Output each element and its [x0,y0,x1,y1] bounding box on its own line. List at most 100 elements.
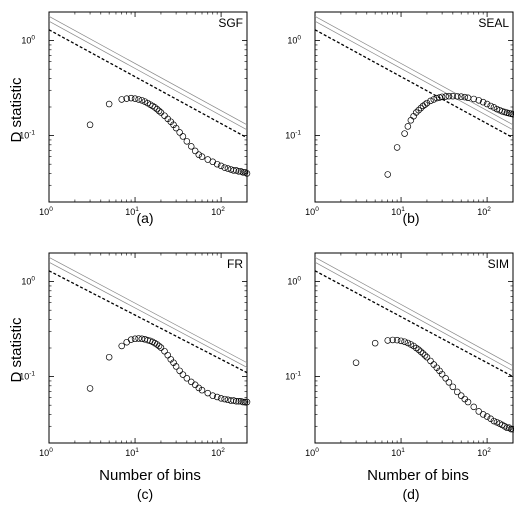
data-point [438,93,446,101]
x-tick-label: 100 [39,206,53,217]
x-axis-label-right: Number of bins [367,467,469,484]
data-point [479,98,487,106]
data-point [239,398,247,406]
y-tick-exponent: 0 [297,35,301,42]
reference-line-upper-gray [49,16,247,126]
data-point [423,99,431,107]
x-tick-label: 101 [125,206,139,217]
data-point [118,96,125,103]
data-point [419,350,427,357]
y-tick-exponent: 0 [31,276,35,283]
data-point [393,144,401,151]
data-point [155,107,163,115]
x-tick-exponent: 1 [135,447,139,454]
y-axis-label-bottom: D statistic [8,317,25,383]
data-point [464,398,472,406]
reference-line-middle-gray [49,261,247,368]
data-point [442,375,449,382]
y-tick-label: 100 [287,35,301,46]
x-tick-label: 101 [391,447,405,458]
panel-label: (c) [137,486,153,502]
reference-lines [315,257,513,378]
data-point [230,397,237,404]
y-tick-exponent: -1 [29,371,35,378]
data-point [123,95,130,102]
data-point [239,169,247,176]
data-point [241,169,249,176]
data-point [389,336,396,344]
x-axis-label-left: Number of bins [99,467,201,484]
data-point [230,167,237,174]
data-point [483,413,491,420]
data-point [86,121,94,129]
data-point [503,424,511,431]
y-tick-label: 10-1 [19,130,35,141]
data-point [438,370,446,378]
x-tick-exponent: 1 [135,206,139,213]
y-tick-label: 100 [21,35,35,46]
data-point [243,170,251,177]
data-point [436,94,443,101]
data-point [195,151,203,158]
data-point [490,417,498,425]
reference-line-upper-gray [315,16,513,126]
data-point [183,138,191,145]
reference-line-middle-gray [315,261,513,372]
x-tick-label: 102 [211,206,225,217]
data-point [384,171,391,178]
data-point [417,348,425,355]
reference-lines [315,16,513,139]
data-point [179,133,187,140]
plot-frame [48,252,248,444]
data-point [457,392,465,399]
y-tick-exponent: -1 [295,371,301,378]
data-point [127,336,135,343]
data-point [412,109,420,116]
data-point [371,339,379,347]
data-point [407,117,415,124]
data-point [176,129,183,136]
data-point [479,411,487,418]
data-point [445,92,453,100]
data-point [172,124,180,132]
data-point [209,392,217,399]
data-point [427,97,434,105]
x-tick-exponent: 2 [487,206,491,213]
data-point [191,147,199,155]
y-tick-exponent: -1 [295,130,301,137]
y-tick-label: 100 [287,276,301,287]
data-point [191,381,199,389]
x-tick-label: 101 [391,206,405,217]
x-tick-label: 102 [477,447,491,458]
plot-frame [314,11,514,203]
data-point [172,363,180,370]
data-point [138,97,146,104]
data-point [123,338,130,346]
data-point [164,351,172,359]
data-point [449,383,457,391]
data-point [235,168,242,175]
plot-frame [314,252,514,444]
data-points [384,92,514,178]
data-point [397,337,405,345]
data-point [161,347,168,355]
data-point [487,415,494,422]
y-tick-exponent: 0 [297,276,301,283]
data-point [430,96,438,103]
data-point [198,386,206,394]
x-tick-exponent: 0 [49,447,53,454]
data-point [188,378,195,386]
panel-label: (b) [402,210,419,226]
data-point [423,353,431,361]
panel-title: SGF [218,16,243,30]
y-tick-label: 10-1 [19,371,35,382]
data-point [217,162,225,170]
reference-line-dashed [49,270,247,374]
data-point [213,160,221,168]
panel-label: (d) [402,486,419,502]
data-point [404,339,412,347]
data-point [483,100,491,108]
